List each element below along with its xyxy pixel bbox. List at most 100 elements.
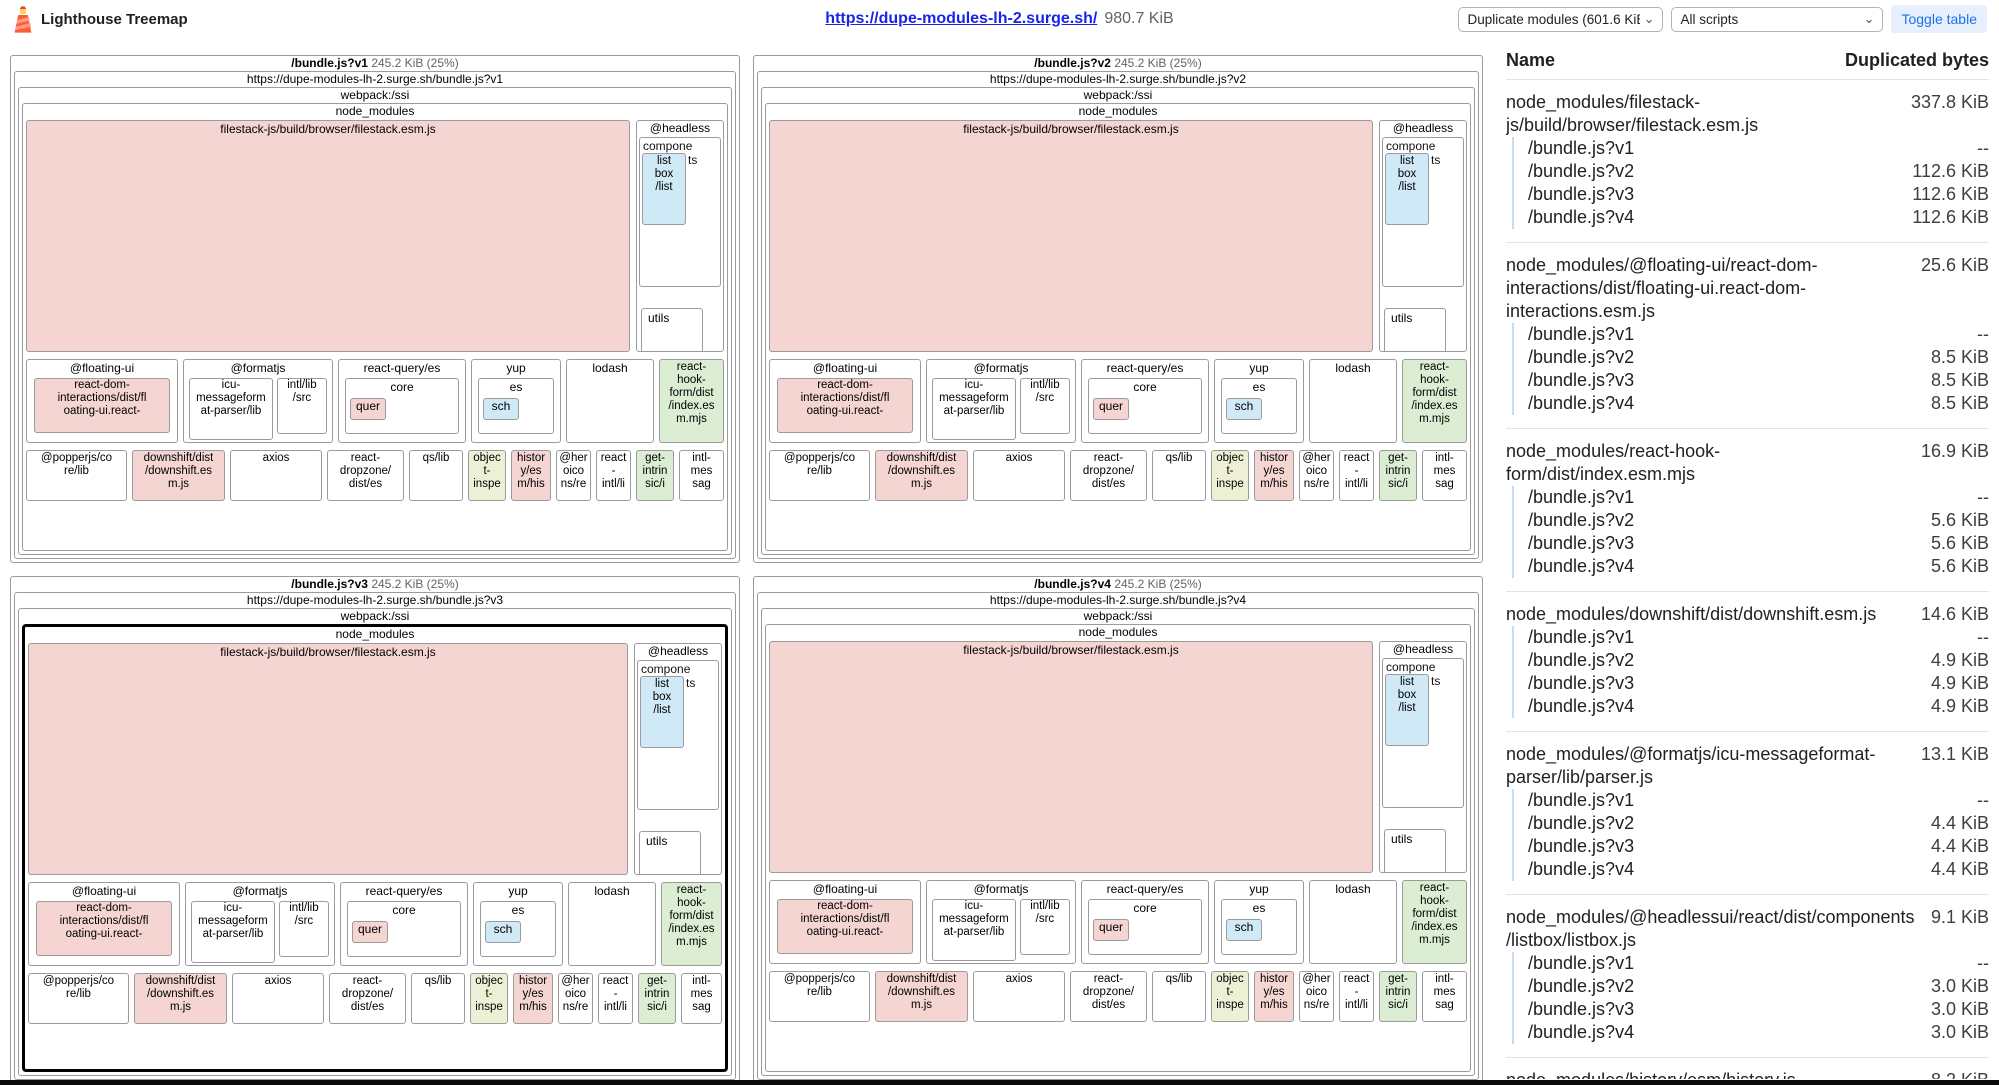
listbox-block[interactable]: list box /list xyxy=(1385,153,1429,225)
headless-block[interactable]: @headless compone list box /list ts xyxy=(1379,641,1467,873)
node-modules-box[interactable]: node_modules filestack-js/build/browser/… xyxy=(22,103,728,551)
get-intrinsic-block[interactable]: get- intrin sic/i xyxy=(1379,971,1417,1022)
qs-block[interactable]: qs/lib xyxy=(1152,450,1206,501)
toggle-table-button[interactable]: Toggle table xyxy=(1891,5,1987,33)
lodash-block[interactable]: lodash xyxy=(1309,880,1397,964)
icu-messageformat-block[interactable]: icu- messageform at-parser/lib xyxy=(191,901,275,963)
intl-lib-block[interactable]: intl/lib /src xyxy=(1019,899,1070,955)
sch-block[interactable]: sch xyxy=(483,398,519,420)
popperjs-block[interactable]: @popperjs/co re/lib xyxy=(769,450,870,501)
lodash-block[interactable]: lodash xyxy=(566,359,654,443)
react-hook-form-block[interactable]: react- hook- form/dist /index.es m.mjs xyxy=(1402,359,1467,443)
icu-messageformat-block[interactable]: icu- messageform at-parser/lib xyxy=(932,899,1016,961)
webpack-box[interactable]: webpack:/ssi node_modules filestack-js/b… xyxy=(761,87,1475,555)
utils-block[interactable]: utils xyxy=(639,831,701,874)
history-block[interactable]: histor y/es m/his xyxy=(513,973,553,1024)
floating-ui-inner-block[interactable]: react-dom- interactions/dist/fl oating-u… xyxy=(777,899,913,954)
formatjs-block[interactable]: @formatjs icu- messageform at-parser/lib… xyxy=(926,359,1076,443)
qs-block[interactable]: qs/lib xyxy=(1152,971,1206,1022)
floating-ui-inner-block[interactable]: react-dom- interactions/dist/fl oating-u… xyxy=(777,378,913,433)
history-block[interactable]: histor y/es m/his xyxy=(511,450,551,501)
sch-block[interactable]: sch xyxy=(1226,398,1262,420)
utils-block[interactable]: utils xyxy=(641,308,703,351)
yup-block[interactable]: yup es sch xyxy=(471,359,561,443)
utils-block[interactable]: utils xyxy=(1384,308,1446,351)
popperjs-block[interactable]: @popperjs/co re/lib xyxy=(26,450,127,501)
react-intl-block[interactable]: react - intl/li xyxy=(598,973,633,1024)
node-modules-box[interactable]: node_modules filestack-js/build/browser/… xyxy=(765,103,1471,551)
intl-lib-block[interactable]: intl/lib /src xyxy=(1019,378,1070,434)
formatjs-block[interactable]: @formatjs icu- messageform at-parser/lib… xyxy=(185,882,335,966)
headless-block[interactable]: @headless compone list box /list ts xyxy=(1379,120,1467,352)
node-modules-box[interactable]: node_modules filestack-js/build/browser/… xyxy=(765,624,1471,1072)
downshift-block[interactable]: downshift/dist /downshift.es m.js xyxy=(132,450,225,501)
react-query-block[interactable]: react-query/es core quer xyxy=(1081,880,1209,964)
url-box[interactable]: https://dupe-modules-lh-2.surge.sh/bundl… xyxy=(757,592,1479,1080)
axios-block[interactable]: axios xyxy=(973,971,1065,1022)
downshift-block[interactable]: downshift/dist /downshift.es m.js xyxy=(875,971,968,1022)
react-dropzone-block[interactable]: react- dropzone/ dist/es xyxy=(327,450,404,501)
es-block[interactable]: es sch xyxy=(478,378,554,434)
object-inspect-block[interactable]: objec t- inspe xyxy=(468,450,506,501)
yup-block[interactable]: yup es sch xyxy=(473,882,563,966)
lodash-block[interactable]: lodash xyxy=(1309,359,1397,443)
heroicons-block[interactable]: @her oico ns/re xyxy=(1299,450,1334,501)
floating-ui-block[interactable]: @floating-ui react-dom- interactions/dis… xyxy=(769,880,921,964)
quer-block[interactable]: quer xyxy=(350,398,386,420)
webpack-box[interactable]: webpack:/ssi node_modules filestack-js/b… xyxy=(18,87,732,555)
object-inspect-block[interactable]: objec t- inspe xyxy=(1211,971,1249,1022)
lodash-block[interactable]: lodash xyxy=(568,882,656,966)
popperjs-block[interactable]: @popperjs/co re/lib xyxy=(28,973,129,1024)
es-block[interactable]: es sch xyxy=(1221,899,1297,955)
listbox-block[interactable]: list box /list xyxy=(642,153,686,225)
react-dropzone-block[interactable]: react- dropzone/ dist/es xyxy=(1070,971,1147,1022)
react-hook-form-block[interactable]: react- hook- form/dist /index.es m.mjs xyxy=(661,882,722,966)
floating-ui-inner-block[interactable]: react-dom- interactions/dist/fl oating-u… xyxy=(34,378,170,433)
es-block[interactable]: es sch xyxy=(480,901,556,957)
listbox-block[interactable]: list box /list xyxy=(640,676,684,748)
object-inspect-block[interactable]: objec t- inspe xyxy=(470,973,508,1024)
yup-block[interactable]: yup es sch xyxy=(1214,359,1304,443)
icu-messageformat-block[interactable]: icu- messageform at-parser/lib xyxy=(189,378,273,440)
components-block[interactable]: compone list box /list ts xyxy=(639,137,721,287)
sch-block[interactable]: sch xyxy=(1226,919,1262,941)
formatjs-block[interactable]: @formatjs icu- messageform at-parser/lib… xyxy=(926,880,1076,964)
quer-block[interactable]: quer xyxy=(352,921,388,943)
intl-messageformat-block[interactable]: intl- mes sag xyxy=(1422,450,1467,501)
es-block[interactable]: es sch xyxy=(1221,378,1297,434)
filestack-block[interactable]: filestack-js/build/browser/filestack.esm… xyxy=(769,120,1373,352)
url-box[interactable]: https://dupe-modules-lh-2.surge.sh/bundl… xyxy=(14,592,736,1080)
mode-select[interactable]: Duplicate modules (601.6 KiB ⌄ xyxy=(1458,6,1664,32)
heroicons-block[interactable]: @her oico ns/re xyxy=(1299,971,1334,1022)
react-dropzone-block[interactable]: react- dropzone/ dist/es xyxy=(329,973,406,1024)
react-hook-form-block[interactable]: react- hook- form/dist /index.es m.mjs xyxy=(1402,880,1467,964)
intl-messageformat-block[interactable]: intl- mes sag xyxy=(681,973,722,1024)
react-intl-block[interactable]: react - intl/li xyxy=(1339,450,1374,501)
quer-block[interactable]: quer xyxy=(1093,919,1129,941)
webpack-box[interactable]: webpack:/ssi node_modules filestack-js/b… xyxy=(761,608,1475,1076)
filestack-block[interactable]: filestack-js/build/browser/filestack.esm… xyxy=(26,120,630,352)
axios-block[interactable]: axios xyxy=(973,450,1065,501)
filestack-block[interactable]: filestack-js/build/browser/filestack.esm… xyxy=(28,643,628,875)
url-box[interactable]: https://dupe-modules-lh-2.surge.sh/bundl… xyxy=(14,71,736,559)
react-query-block[interactable]: react-query/es core quer xyxy=(338,359,466,443)
components-block[interactable]: compone list box /list ts xyxy=(1382,137,1464,287)
history-block[interactable]: histor y/es m/his xyxy=(1254,450,1294,501)
page-url-link[interactable]: https://dupe-modules-lh-2.surge.sh/ xyxy=(825,10,1098,27)
components-block[interactable]: compone list box /list ts xyxy=(637,660,719,810)
react-hook-form-block[interactable]: react- hook- form/dist /index.es m.mjs xyxy=(659,359,724,443)
core-block[interactable]: core quer xyxy=(347,901,461,957)
react-query-block[interactable]: react-query/es core quer xyxy=(340,882,468,966)
sch-block[interactable]: sch xyxy=(485,921,521,943)
react-query-block[interactable]: react-query/es core quer xyxy=(1081,359,1209,443)
webpack-box[interactable]: webpack:/ssi node_modules filestack-js/b… xyxy=(18,608,732,1076)
utils-block[interactable]: utils xyxy=(1384,829,1446,872)
intl-lib-block[interactable]: intl/lib /src xyxy=(276,378,327,434)
intl-lib-block[interactable]: intl/lib /src xyxy=(278,901,329,957)
node-modules-box[interactable]: node_modules filestack-js/build/browser/… xyxy=(22,624,728,1072)
axios-block[interactable]: axios xyxy=(230,450,322,501)
react-intl-block[interactable]: react - intl/li xyxy=(1339,971,1374,1022)
floating-ui-block[interactable]: @floating-ui react-dom- interactions/dis… xyxy=(26,359,178,443)
formatjs-block[interactable]: @formatjs icu- messageform at-parser/lib… xyxy=(183,359,333,443)
yup-block[interactable]: yup es sch xyxy=(1214,880,1304,964)
